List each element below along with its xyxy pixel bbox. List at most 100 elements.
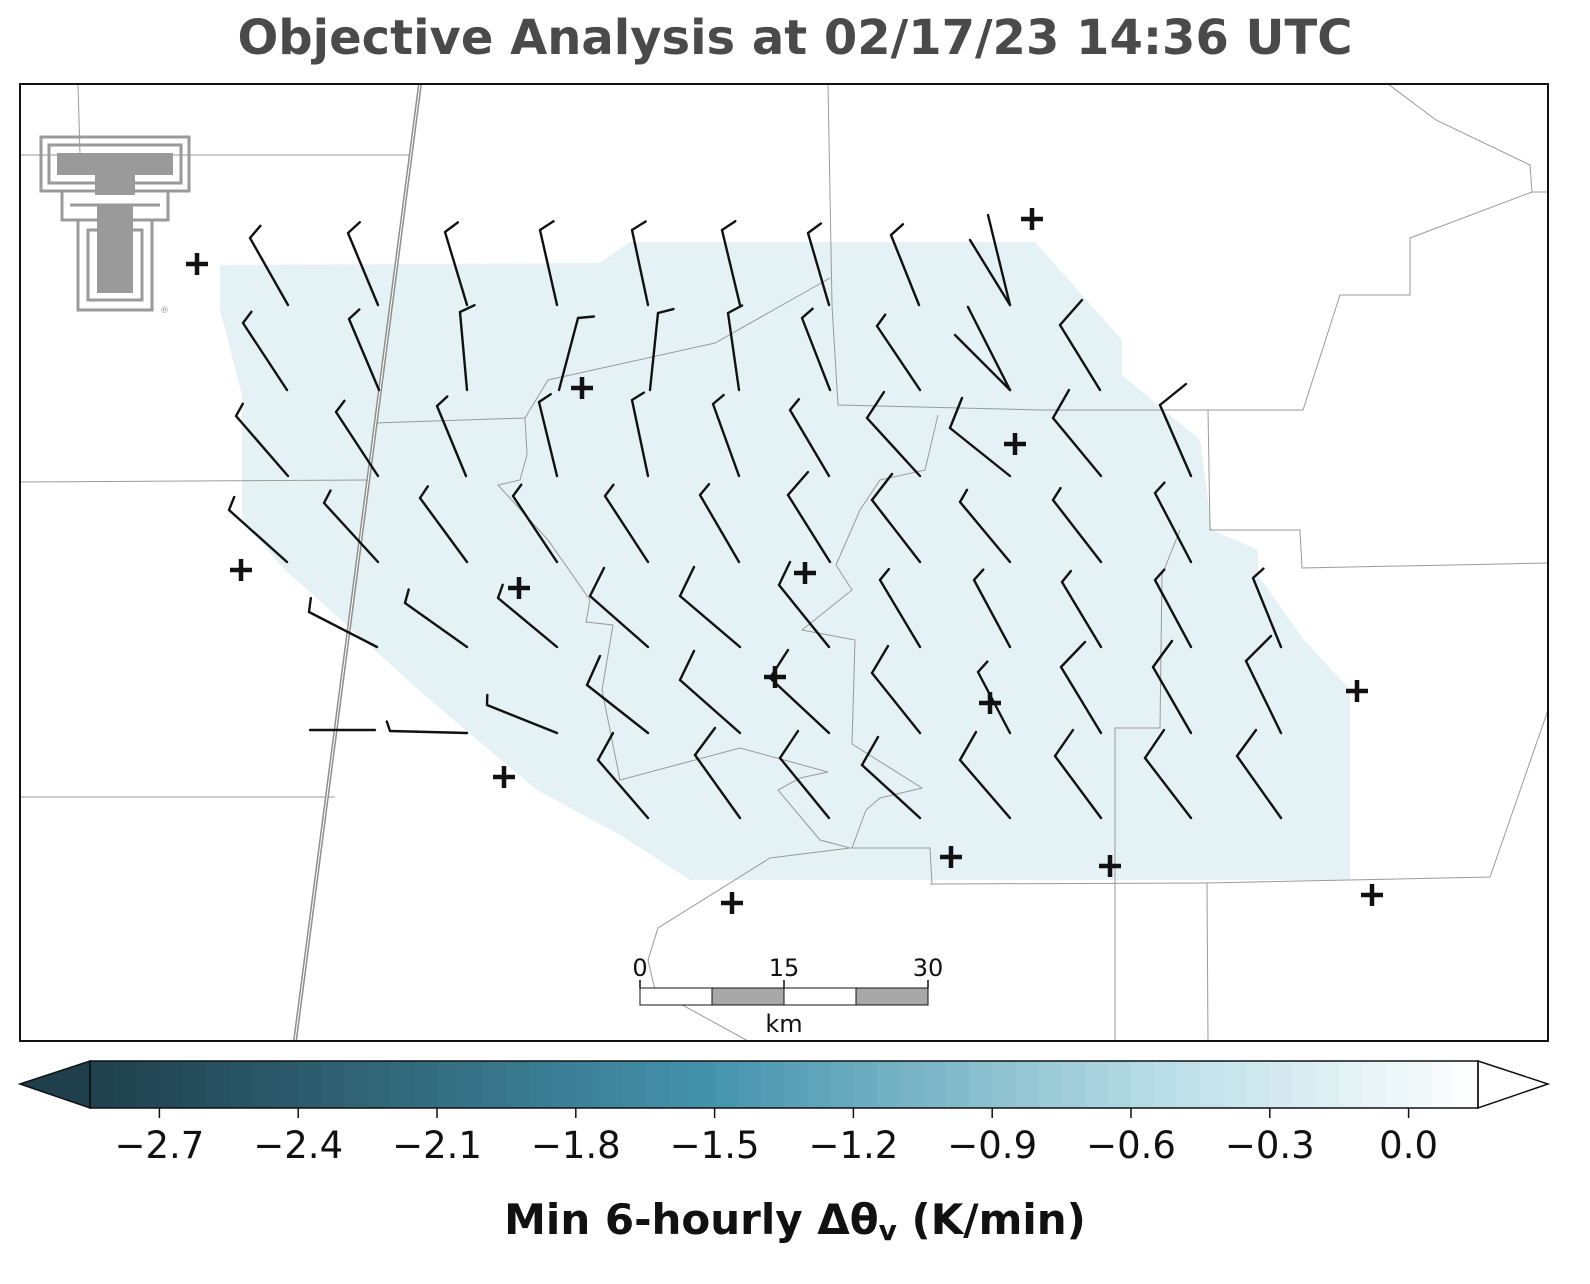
wind-barb xyxy=(1244,659,1283,735)
colorbar-tick-label: −0.9 xyxy=(947,1124,1037,1167)
wind-barb xyxy=(1143,728,1166,760)
station-marker xyxy=(794,562,816,584)
wind-barb xyxy=(1153,568,1193,649)
wind-barb xyxy=(972,568,1012,649)
station-marker xyxy=(1099,855,1121,877)
wind-barb xyxy=(596,731,615,762)
colorbar-cell xyxy=(1223,1061,1248,1108)
colorbar-tick-label: −0.3 xyxy=(1225,1124,1315,1167)
wind-barb xyxy=(768,676,831,735)
colorbar-tick-label: −2.4 xyxy=(253,1124,343,1167)
colorbar-cell xyxy=(899,1061,924,1108)
wind-barb xyxy=(777,583,831,649)
wind-barb xyxy=(678,649,696,682)
wind-barb xyxy=(778,729,800,760)
colorbar-cell xyxy=(969,1061,993,1108)
wind-barb xyxy=(788,398,831,478)
colorbar-tick-label: −0.6 xyxy=(1086,1124,1176,1167)
colorbar-cell xyxy=(205,1061,230,1108)
wind-barb xyxy=(693,753,742,820)
station-marker xyxy=(721,892,743,914)
colorbar-cell xyxy=(575,1061,600,1108)
wind-barb xyxy=(958,758,1012,820)
wind-barb xyxy=(1051,416,1103,478)
wind-barb xyxy=(346,221,380,307)
wind-barb xyxy=(588,594,650,649)
wind-barb xyxy=(720,220,742,307)
wind-barb xyxy=(458,304,476,392)
colorbar-cell xyxy=(876,1061,901,1108)
wind-barb xyxy=(800,307,832,392)
station-marker xyxy=(493,766,515,788)
colorbar-cell xyxy=(159,1061,184,1108)
wind-barb xyxy=(1059,665,1103,735)
colorbar-cell xyxy=(691,1061,716,1108)
colorbar-cell xyxy=(529,1061,554,1108)
colorbar-cell xyxy=(1316,1061,1340,1108)
wind-barb xyxy=(1060,569,1103,649)
wind-barb xyxy=(948,426,1012,478)
colorbar-cell xyxy=(228,1061,253,1108)
colorbar-cell xyxy=(1385,1061,1410,1108)
wind-barb xyxy=(678,594,742,649)
colorbar-cell xyxy=(1084,1061,1109,1108)
colorbar-label-sub: v xyxy=(878,1214,897,1247)
wind-barb xyxy=(630,220,650,307)
station-marker xyxy=(940,846,962,868)
wind-barb xyxy=(334,399,380,478)
wind-barb xyxy=(777,560,792,587)
wind-barb xyxy=(1058,298,1084,327)
colorbar-cell xyxy=(390,1061,415,1108)
wind-barb xyxy=(443,221,469,307)
colorbar-cell xyxy=(1362,1061,1387,1108)
wind-barb xyxy=(630,391,650,478)
colorbar-cell xyxy=(737,1061,762,1108)
wind-barb xyxy=(875,313,922,392)
wind-barb xyxy=(878,567,922,649)
wind-barb xyxy=(948,396,964,430)
colorbar-cell xyxy=(668,1061,693,1108)
wind-barb xyxy=(778,756,831,820)
colorbar-cell xyxy=(1015,1061,1040,1108)
wind-barb xyxy=(1143,756,1193,820)
colorbar-high-extend xyxy=(1477,1059,1551,1110)
scale-segment xyxy=(783,987,857,1006)
wind-barb xyxy=(786,470,810,497)
map-frame xyxy=(19,83,1549,1042)
colorbar-cell xyxy=(598,1061,623,1108)
colorbar-cell xyxy=(784,1061,808,1108)
station-marker xyxy=(230,559,252,581)
colorbar-cell xyxy=(552,1061,577,1108)
station-marker xyxy=(1004,433,1026,455)
texas-tech-logo: ® xyxy=(39,135,191,316)
wind-barb xyxy=(870,498,922,564)
wind-barb xyxy=(958,488,1012,564)
colorbar-cell xyxy=(1269,1061,1294,1108)
wind-barb xyxy=(870,644,890,675)
colorbar-cell xyxy=(1408,1061,1433,1108)
wind-barb xyxy=(1251,567,1283,649)
wind-barb xyxy=(1053,754,1103,820)
colorbar-low-extend xyxy=(17,1059,91,1110)
wind-barb xyxy=(966,305,1012,392)
scale-bar: 0 15 30 km xyxy=(632,954,943,1038)
wind-barb xyxy=(603,483,650,564)
wind-barb xyxy=(227,495,289,564)
colorbar-cell xyxy=(622,1061,646,1108)
colorbar-cell xyxy=(645,1061,669,1108)
colorbar-cell xyxy=(321,1061,346,1108)
station-marker xyxy=(764,666,786,688)
wind-barb xyxy=(588,566,606,598)
colorbar-cell xyxy=(483,1061,507,1108)
wind-barb xyxy=(1151,665,1193,735)
colorbar-cell xyxy=(90,1061,114,1108)
wind-barb xyxy=(418,485,469,564)
colorbar-cell xyxy=(413,1061,438,1108)
colorbar-cell xyxy=(298,1061,322,1108)
wind-barb xyxy=(435,395,468,478)
scale-label-0: 0 xyxy=(632,954,647,982)
colorbar-cell xyxy=(460,1061,484,1108)
colorbar-cell xyxy=(1339,1061,1363,1108)
wind-barb xyxy=(385,720,469,735)
wind-barb xyxy=(1235,754,1283,820)
